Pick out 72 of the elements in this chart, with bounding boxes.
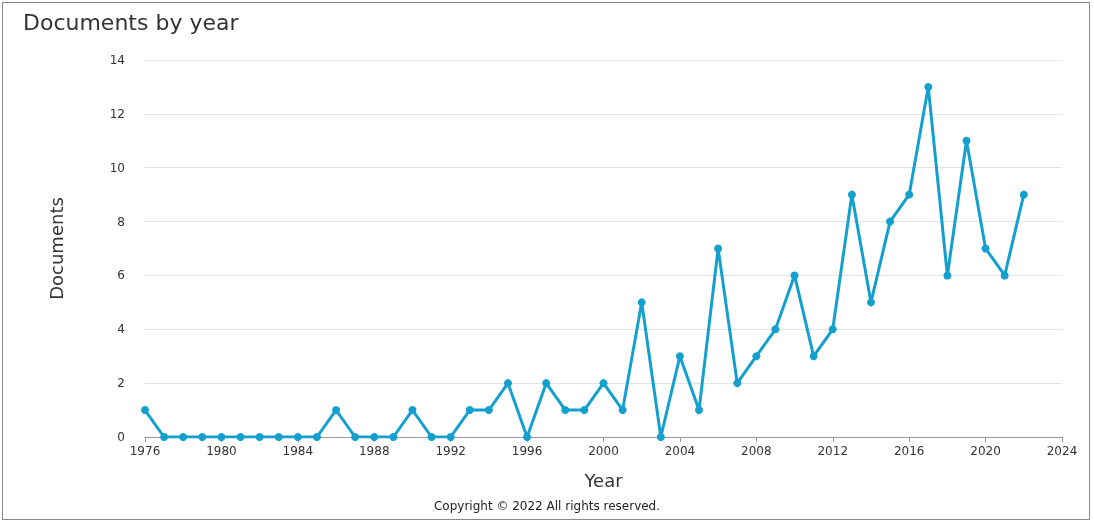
- point: [714, 244, 723, 253]
- point: [656, 433, 665, 441]
- point: [561, 406, 570, 415]
- point: [847, 190, 856, 199]
- x-tick-label: 2020: [970, 444, 1001, 458]
- y-tick-label: 8: [117, 214, 125, 229]
- x-tick-label: 1984: [282, 444, 314, 458]
- x-tick-label: 2008: [741, 444, 772, 458]
- x-tick-label: 2000: [588, 444, 619, 458]
- point: [141, 406, 149, 415]
- point: [523, 433, 532, 441]
- point: [370, 433, 379, 441]
- y-tick-label: 12: [109, 106, 125, 121]
- point: [580, 406, 589, 415]
- x-tick-label: 1988: [358, 444, 390, 458]
- y-tick-label: 6: [117, 268, 125, 283]
- point: [484, 406, 493, 415]
- point: [274, 433, 283, 441]
- y-tick-label: 10: [109, 160, 125, 175]
- point: [828, 325, 837, 334]
- point: [618, 406, 627, 415]
- point: [943, 271, 952, 280]
- x-tick-label: 2004: [664, 444, 696, 458]
- point: [351, 433, 360, 441]
- point: [637, 298, 646, 307]
- point: [389, 433, 398, 441]
- x-tick-label: 2016: [893, 444, 925, 458]
- x-tick-label: 1992: [435, 444, 466, 458]
- point: [809, 352, 818, 361]
- point: [217, 433, 226, 441]
- x-tick-label: 1996: [511, 444, 543, 458]
- y-tick-label: 0: [117, 430, 125, 444]
- point: [866, 298, 875, 307]
- point: [1000, 271, 1009, 280]
- point: [1019, 190, 1028, 199]
- point: [198, 433, 207, 441]
- point: [905, 190, 914, 199]
- point: [332, 406, 341, 415]
- point: [733, 379, 742, 388]
- point: [924, 82, 933, 91]
- point: [179, 433, 188, 441]
- chart-title: Documents by year: [23, 9, 240, 35]
- point: [886, 217, 895, 226]
- point: [752, 352, 761, 361]
- y-tick-label: 4: [117, 322, 125, 337]
- point: [542, 379, 551, 388]
- point: [293, 433, 302, 441]
- point: [771, 325, 780, 334]
- point: [981, 244, 990, 253]
- point: [465, 406, 474, 415]
- x-tick-label: 2012: [817, 444, 849, 458]
- point: [695, 406, 704, 415]
- point: [446, 433, 455, 441]
- x-tick-label: 2024: [1046, 444, 1078, 458]
- y-tick-label: 2: [117, 376, 125, 391]
- point: [790, 271, 799, 280]
- x-tick-label: 1976: [129, 444, 161, 458]
- point: [962, 136, 971, 145]
- point: [503, 379, 512, 388]
- y-axis-title: Documents: [45, 197, 67, 300]
- text: Copyright © 2022 All rights reserved.: [433, 499, 661, 513]
- point: [408, 406, 417, 415]
- point: [255, 433, 264, 441]
- y-tick-label: 14: [109, 53, 125, 67]
- point: [599, 379, 608, 388]
- point: [160, 433, 169, 441]
- point: [236, 433, 245, 441]
- x-tick-label: 1980: [206, 444, 237, 458]
- point: [427, 433, 436, 441]
- point: [312, 433, 321, 441]
- x-axis-title: Year: [583, 469, 624, 491]
- point: [675, 352, 684, 361]
